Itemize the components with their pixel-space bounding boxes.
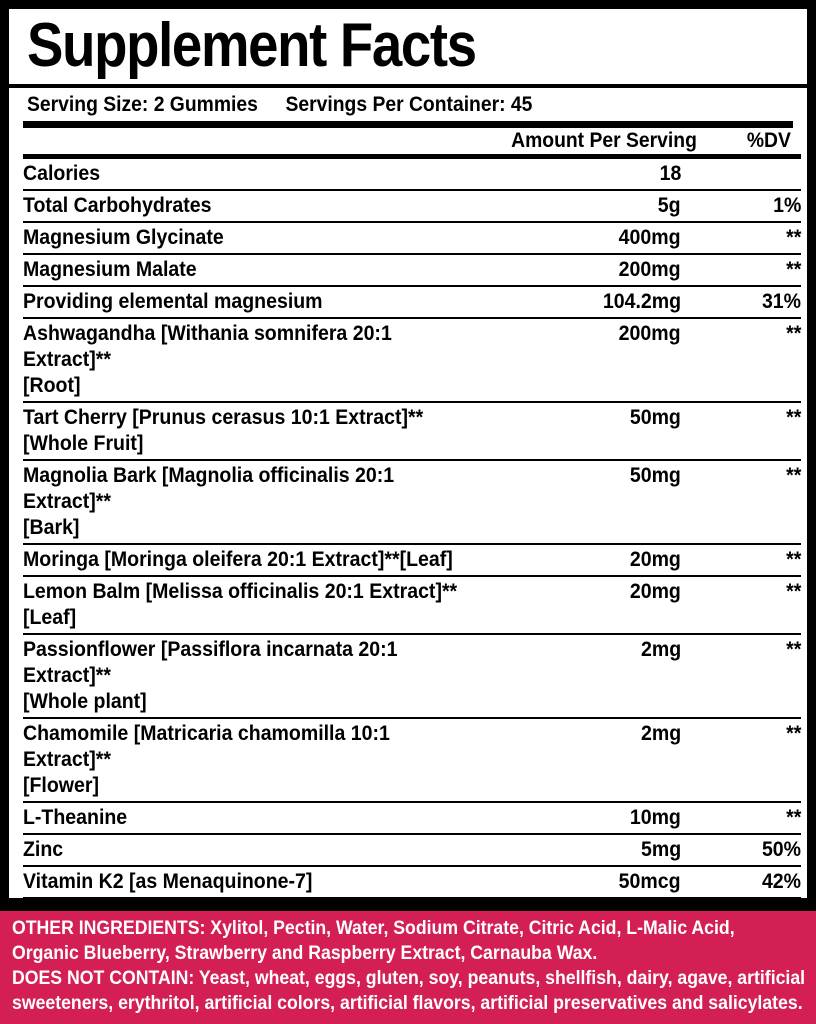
row-subname: [Whole plant]: [23, 690, 147, 714]
row-dv: **: [681, 718, 801, 804]
row-dv: **: [681, 576, 801, 636]
table-row: Lemon Balm [Melissa officinalis 20:1 Ext…: [23, 576, 801, 636]
row-name: Vitamin D3 [as Cholecalciferol][800 IU]: [23, 898, 495, 899]
does-not-contain-text-2: sweeteners, erythritol, artificial color…: [12, 993, 803, 1014]
row-dv: **: [681, 802, 801, 836]
column-header-name: [23, 128, 495, 160]
row-subname: [Flower]: [23, 774, 99, 798]
page-title: Supplement Facts: [27, 11, 477, 80]
row-amount: 10mg: [495, 802, 681, 836]
other-ingredients-section: OTHER INGREDIENTS: Xylitol, Pectin, Wate…: [0, 911, 816, 1024]
table-row: Moringa [Moringa oleifera 20:1 Extract]*…: [23, 544, 801, 578]
row-amount: 5mg: [495, 834, 681, 868]
other-ingredients-text-1: Xylitol, Pectin, Water, Sodium Citrate, …: [210, 918, 735, 939]
row-name: Magnolia Bark [Magnolia officinalis 20:1…: [23, 460, 495, 546]
row-dv: **: [681, 222, 801, 256]
row-name: Vitamin K2 [as Menaquinone-7]: [23, 866, 495, 899]
table-row: Zinc 5mg 50%: [23, 834, 801, 868]
row-name: Chamomile [Matricaria chamomilla 10:1 Ex…: [23, 718, 495, 804]
black-divider-band: [0, 902, 816, 911]
table-row: Magnolia Bark [Magnolia officinalis 20:1…: [23, 460, 801, 546]
table-row: Vitamin D3 [as Cholecalciferol][800 IU] …: [23, 898, 801, 899]
row-dv: **: [681, 402, 801, 462]
row-subname: [Leaf]: [23, 606, 77, 630]
row-dv: **: [681, 318, 801, 404]
does-not-contain-line-2: sweeteners, erythritol, artificial color…: [12, 991, 803, 1016]
row-name: Calories: [23, 156, 495, 192]
other-ingredients-line-1: OTHER INGREDIENTS: Xylitol, Pectin, Wate…: [12, 916, 749, 941]
table-row: Passionflower [Passiflora incarnata 20:1…: [23, 634, 801, 720]
facts-table-wrap: Amount Per Serving %DV Calories 18 Total…: [9, 121, 807, 899]
does-not-contain-heading: DOES NOT CONTAIN:: [12, 968, 195, 989]
row-dv: 31%: [681, 286, 801, 320]
row-name: L-Theanine: [23, 802, 495, 836]
row-dv: 100%: [681, 898, 801, 899]
row-amount: 200mg: [495, 254, 681, 288]
other-ingredients-heading: OTHER INGREDIENTS:: [12, 918, 206, 939]
servings-per-container-label: Servings Per Container: 45: [285, 93, 533, 117]
row-amount: 20mcg: [495, 898, 681, 899]
row-amount: 50mg: [495, 460, 681, 546]
does-not-contain-text-1: Yeast, wheat, eggs, gluten, soy, peanuts…: [198, 968, 806, 989]
table-header-row: Amount Per Serving %DV: [23, 128, 801, 160]
row-amount: 18: [495, 156, 681, 192]
row-name: Magnesium Malate: [23, 254, 495, 288]
table-row: Calories 18: [23, 156, 801, 192]
row-name: Magnesium Glycinate: [23, 222, 495, 256]
title-section: Supplement Facts: [9, 9, 807, 89]
serving-size-label: Serving Size: 2 Gummies: [27, 93, 258, 117]
table-row: Providing elemental magnesium 104.2mg 31…: [23, 286, 801, 320]
row-amount: 2mg: [495, 634, 681, 720]
table-row: Total Carbohydrates 5g 1%: [23, 190, 801, 224]
row-amount: 104.2mg: [495, 286, 681, 320]
row-name: Providing elemental magnesium: [23, 286, 495, 320]
row-amount: 50mg: [495, 402, 681, 462]
row-subname: [Whole Fruit]: [23, 432, 144, 456]
row-dv: **: [681, 460, 801, 546]
row-amount: 50mcg: [495, 866, 681, 899]
row-amount: 5g: [495, 190, 681, 224]
column-header-dv: %DV: [681, 128, 801, 160]
row-subname: [Bark]: [23, 516, 80, 540]
row-dv: 1%: [681, 190, 801, 224]
table-row: Vitamin K2 [as Menaquinone-7] 50mcg 42%: [23, 866, 801, 899]
column-header-amount: Amount Per Serving: [495, 128, 697, 160]
row-name: Total Carbohydrates: [23, 190, 495, 224]
row-amount: 20mg: [495, 576, 681, 636]
table-row: Chamomile [Matricaria chamomilla 10:1 Ex…: [23, 718, 801, 804]
serving-section: Serving Size: 2 Gummies Servings Per Cont…: [9, 88, 807, 121]
row-dv: 50%: [681, 834, 801, 868]
row-dv: [681, 156, 801, 192]
table-row: L-Theanine 10mg **: [23, 802, 801, 836]
row-name: Tart Cherry [Prunus cerasus 10:1 Extract…: [23, 402, 495, 462]
row-dv: **: [681, 544, 801, 578]
facts-table: Amount Per Serving %DV Calories 18 Total…: [23, 128, 801, 899]
row-name: Lemon Balm [Melissa officinalis 20:1 Ext…: [23, 576, 495, 636]
row-dv: **: [681, 634, 801, 720]
row-name: Passionflower [Passiflora incarnata 20:1…: [23, 634, 495, 720]
row-amount: 2mg: [495, 718, 681, 804]
row-amount: 20mg: [495, 544, 681, 578]
row-name: Moringa [Moringa oleifera 20:1 Extract]*…: [23, 544, 495, 578]
table-row: Tart Cherry [Prunus cerasus 10:1 Extract…: [23, 402, 801, 462]
row-subname: [Root]: [23, 374, 81, 398]
table-row: Magnesium Glycinate 400mg **: [23, 222, 801, 256]
row-dv: **: [681, 254, 801, 288]
table-row: Ashwagandha [Withania somnifera 20:1 Ext…: [23, 318, 801, 404]
row-name: Zinc: [23, 834, 495, 868]
other-ingredients-text-2: Organic Blueberry, Strawberry and Raspbe…: [12, 943, 598, 964]
table-top-rule: [23, 121, 793, 129]
facts-panel: Supplement Facts Serving Size: 2 Gummies…: [5, 5, 811, 903]
row-amount: 400mg: [495, 222, 681, 256]
serving-line: Serving Size: 2 Gummies Servings Per Cont…: [27, 93, 728, 117]
table-row: Magnesium Malate 200mg **: [23, 254, 801, 288]
row-dv: 42%: [681, 866, 801, 899]
other-ingredients-line-2: Organic Blueberry, Strawberry and Raspbe…: [12, 941, 749, 966]
does-not-contain-line-1: DOES NOT CONTAIN: Yeast, wheat, eggs, gl…: [12, 966, 805, 991]
row-name: Ashwagandha [Withania somnifera 20:1 Ext…: [23, 318, 495, 404]
row-amount: 200mg: [495, 318, 681, 404]
